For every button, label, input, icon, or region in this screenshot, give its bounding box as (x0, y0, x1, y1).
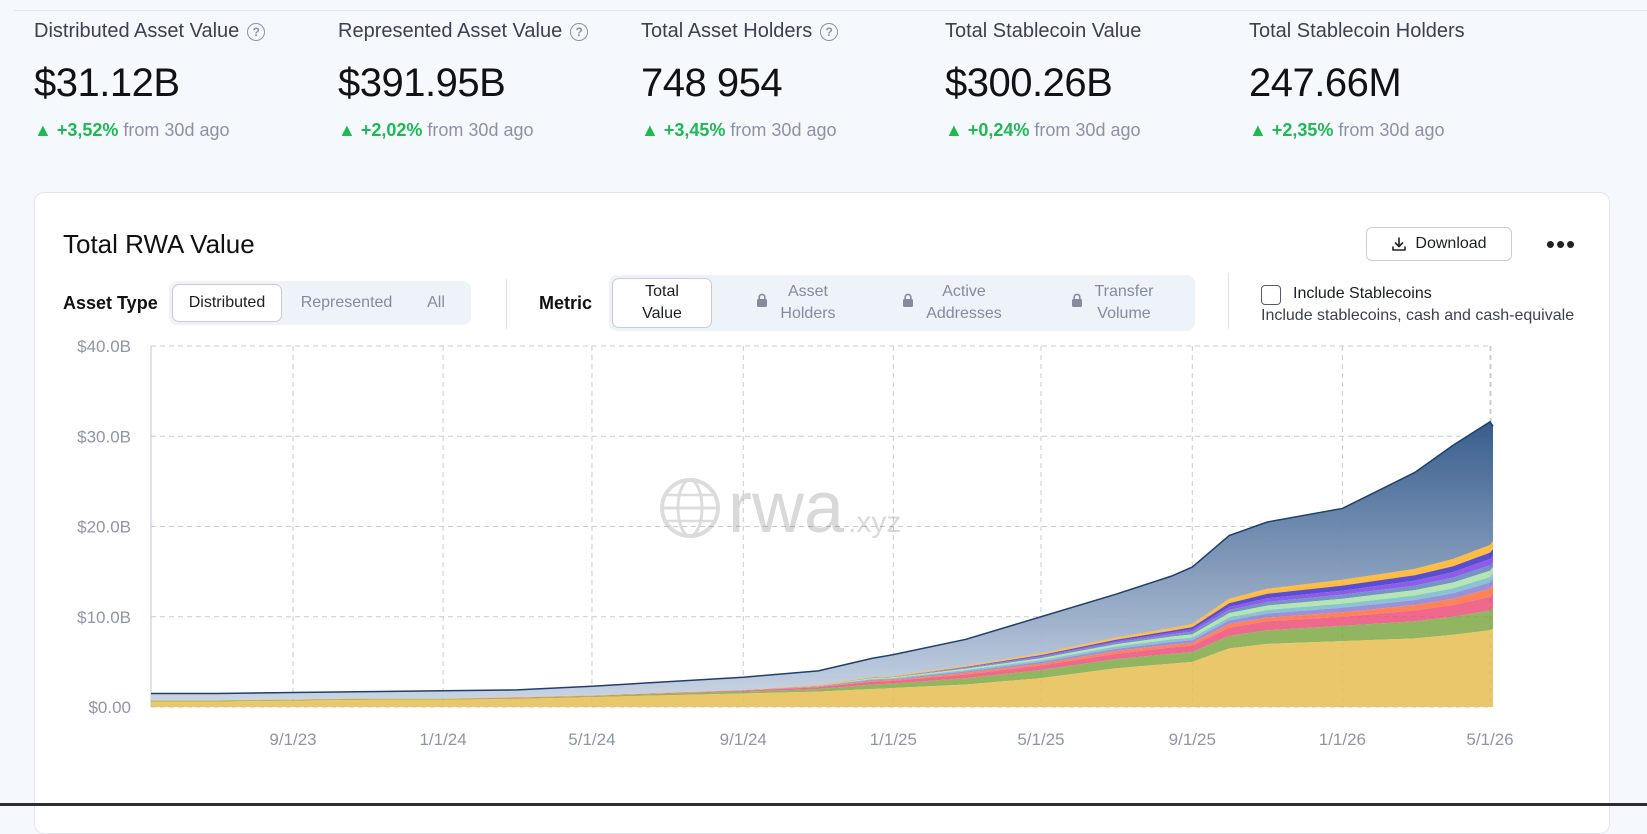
y-tick-label: $10.0B (77, 608, 131, 627)
x-tick-label: 5/1/24 (568, 730, 615, 749)
download-label: Download (1415, 235, 1487, 252)
top-divider (14, 10, 1647, 11)
metric-label: Metric (539, 293, 593, 313)
metric-active-addresses[interactable]: Active Addresses (877, 278, 1027, 328)
stat-value: $31.12B (34, 61, 180, 105)
metric-label-line1: Active (942, 283, 986, 301)
x-tick-label: 1/1/26 (1319, 730, 1366, 749)
x-tick-label: 1/1/25 (870, 730, 917, 749)
stat-value: $391.95B (338, 61, 506, 105)
stat-change-suffix: from 30d ago (1034, 120, 1141, 140)
lock-icon (1071, 292, 1083, 314)
stat-label: Distributed Asset Value (34, 20, 240, 42)
stat-total-asset-holders: Total Asset Holders ? 748 954 ▲ +3,45% f… (641, 20, 941, 141)
stat-change: +3,45% (663, 120, 726, 140)
stats-row: Distributed Asset Value ? $31.12B ▲ +3,5… (34, 20, 1634, 140)
stat-change: +2,02% (360, 120, 423, 140)
stat-total-stablecoin-holders: Total Stablecoin Holders 247.66M ▲ +2,35… (1249, 20, 1549, 141)
area-series-1 (151, 628, 1493, 707)
include-stablecoins-checkbox[interactable] (1261, 285, 1281, 305)
more-icon: ••• (1545, 228, 1577, 259)
x-tick-label: 5/1/26 (1466, 730, 1513, 749)
y-tick-label: $0.00 (88, 698, 131, 717)
bottom-border (0, 803, 1647, 806)
stat-value: $300.26B (945, 61, 1113, 105)
total-rwa-value-card: Total RWA Value Download ••• Asset Type … (34, 192, 1610, 834)
metric-segmented-control: Total Value Asset Holders Active Address… (609, 275, 1195, 331)
x-tick-label: 1/1/24 (419, 730, 466, 749)
metric-label-line1: Transfer (1094, 283, 1154, 301)
stat-represented-asset-value: Represented Asset Value ? $391.95B ▲ +2,… (338, 20, 638, 141)
help-icon[interactable]: ? (247, 22, 266, 41)
stat-change: +0,24% (967, 120, 1030, 140)
stat-distributed-asset-value: Distributed Asset Value ? $31.12B ▲ +3,5… (34, 20, 334, 141)
include-stablecoins-label[interactable]: Include Stablecoins (1293, 285, 1432, 302)
metric-label-line2: Value (642, 305, 682, 322)
x-tick-label: 9/1/23 (269, 730, 316, 749)
lock-icon (902, 292, 914, 314)
asset-type-represented[interactable]: Represented (300, 294, 393, 312)
stat-label: Total Stablecoin Holders (1249, 20, 1465, 42)
metric-transfer-volume[interactable]: Transfer Volume (1037, 278, 1187, 328)
metric-label-line1: Asset (787, 283, 828, 301)
watermark-suffix: .xyz (848, 506, 901, 539)
up-triangle-icon: ▲ (338, 120, 356, 140)
help-icon[interactable]: ? (820, 22, 839, 41)
metric-label-line1: Total (645, 283, 679, 301)
area-series-top (151, 421, 1493, 701)
y-tick-label: $30.0B (77, 427, 131, 446)
metric-total-value[interactable]: Total Value (612, 278, 712, 328)
metric-asset-holders[interactable]: Asset Holders (721, 278, 871, 328)
stat-label: Total Asset Holders (641, 20, 813, 42)
rwa-watermark: rwa .xyz (660, 468, 901, 548)
stat-change: +3,52% (56, 120, 119, 140)
filter-divider (1228, 273, 1229, 329)
download-icon (1392, 237, 1407, 251)
stat-label: Represented Asset Value (338, 20, 563, 42)
stat-change-suffix: from 30d ago (1338, 120, 1445, 140)
stat-change: +2,35% (1271, 120, 1334, 140)
asset-type-distributed[interactable]: Distributed (172, 284, 282, 322)
up-triangle-icon: ▲ (641, 120, 659, 140)
y-tick-label: $20.0B (77, 518, 131, 537)
stat-label: Total Stablecoin Value (945, 20, 1142, 42)
metric-label-line2: Addresses (926, 305, 1002, 322)
globe-icon (660, 478, 720, 538)
asset-type-label: Asset Type (63, 293, 158, 313)
y-tick-label: $40.0B (77, 337, 131, 356)
asset-type-all[interactable]: All (427, 294, 445, 312)
help-icon[interactable]: ? (570, 22, 589, 41)
stat-change-suffix: from 30d ago (427, 120, 534, 140)
watermark-text: rwa (728, 468, 845, 548)
up-triangle-icon: ▲ (1249, 120, 1267, 140)
download-button[interactable]: Download (1366, 227, 1512, 261)
stat-value: 748 954 (641, 61, 783, 105)
stat-change-suffix: from 30d ago (730, 120, 837, 140)
stat-total-stablecoin-value: Total Stablecoin Value $300.26B ▲ +0,24%… (945, 20, 1245, 141)
more-options-button[interactable]: ••• (1543, 229, 1579, 259)
stat-change-suffix: from 30d ago (123, 120, 230, 140)
x-tick-label: 9/1/25 (1169, 730, 1216, 749)
rwa-value-chart[interactable]: $40.0B $30.0B $20.0B $10.0B $0.00 9/1/23 1/1/2… (35, 333, 1609, 813)
asset-type-segmented-control: Distributed Represented All (169, 281, 471, 325)
series-top-line (151, 420, 1494, 695)
metric-label-line2: Volume (1097, 305, 1151, 322)
lock-icon (756, 292, 768, 314)
metric-label-line2: Holders (780, 305, 836, 322)
card-title: Total RWA Value (63, 229, 255, 259)
stat-value: 247.66M (1249, 61, 1402, 105)
up-triangle-icon: ▲ (945, 120, 963, 140)
globe-icon (676, 478, 704, 538)
x-tick-label: 9/1/24 (720, 730, 767, 749)
filter-divider (506, 279, 507, 329)
include-stablecoins-description: Include stablecoins, cash and cash-equiv… (1261, 307, 1575, 324)
up-triangle-icon: ▲ (34, 120, 52, 140)
x-tick-label: 5/1/25 (1017, 730, 1064, 749)
